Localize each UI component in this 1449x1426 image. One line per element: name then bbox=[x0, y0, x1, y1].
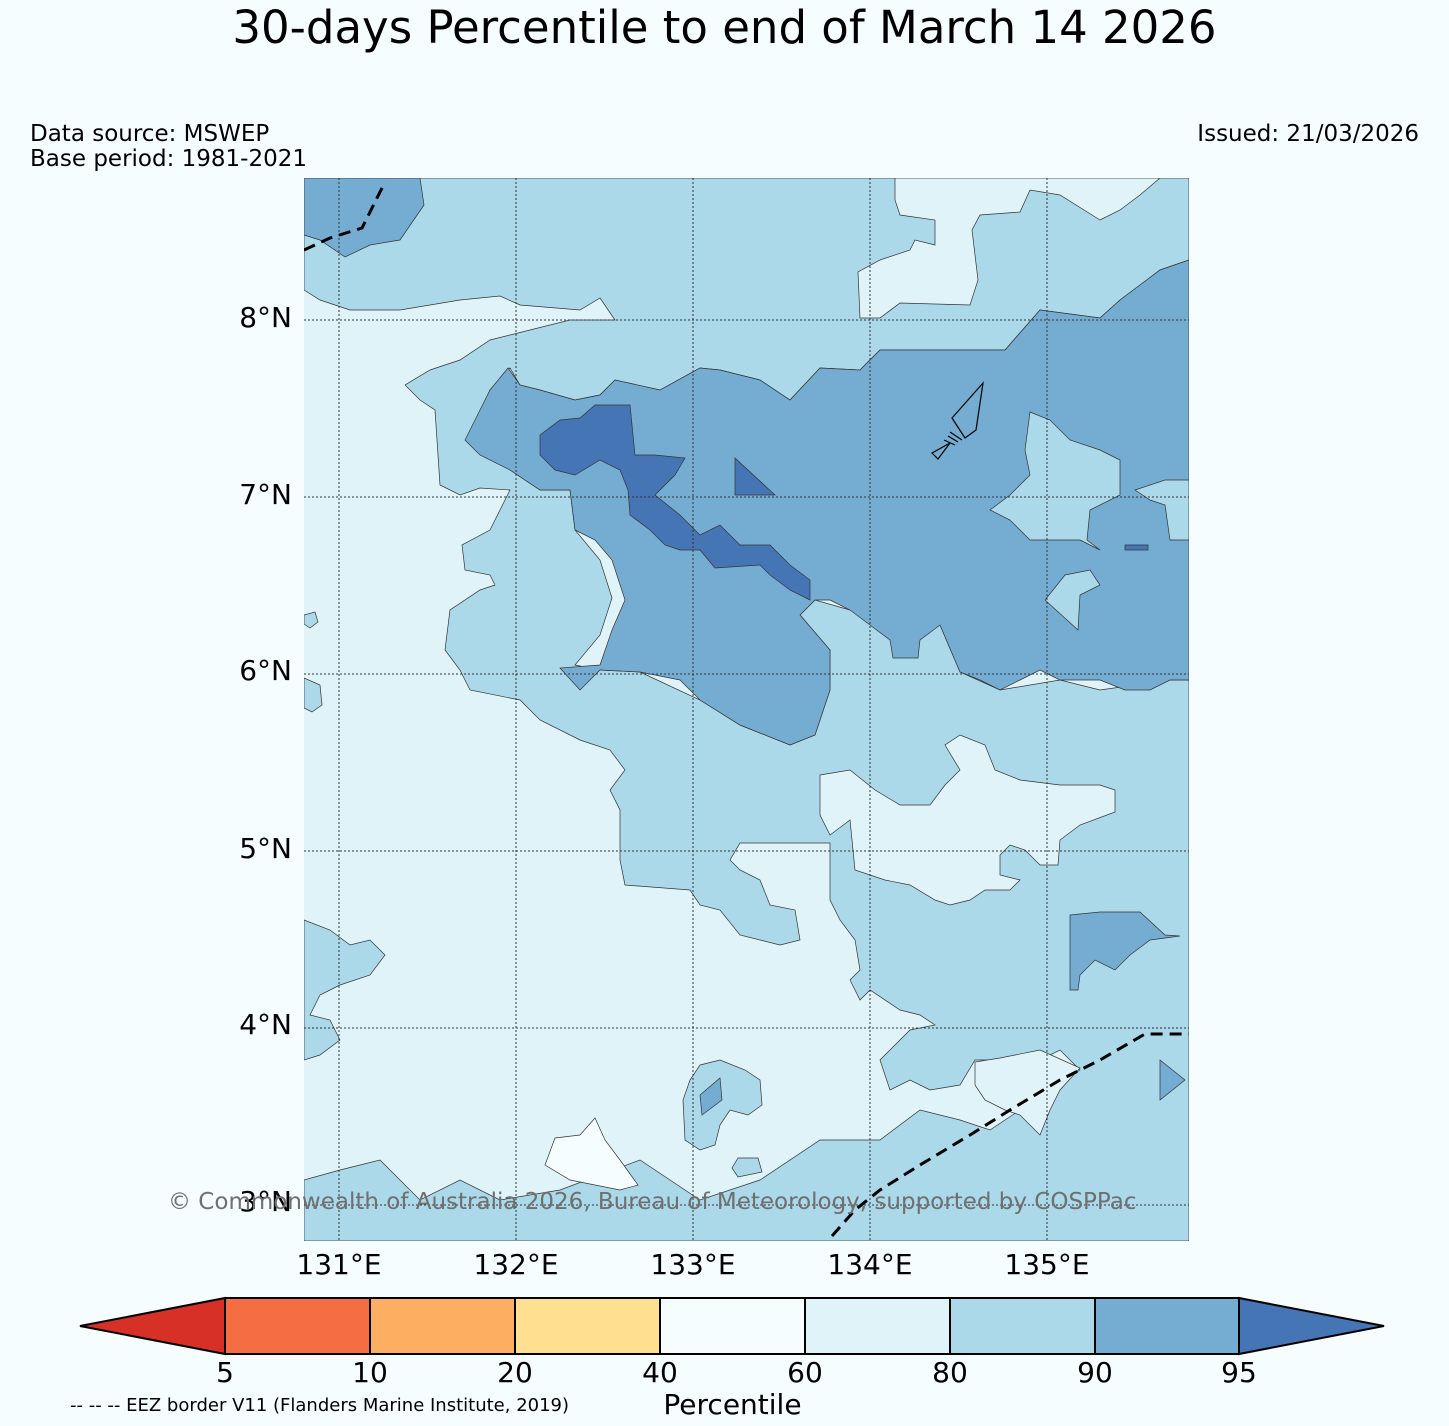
region-80-90-east-a bbox=[989, 411, 1121, 551]
region-80-90-west-c bbox=[304, 611, 319, 629]
colorbar-tick-5: 5 bbox=[216, 1356, 234, 1389]
colorbar bbox=[79, 1296, 1385, 1356]
region-60-80-southeast bbox=[974, 1049, 1081, 1136]
colorbar-bin-10-20 bbox=[369, 1297, 516, 1355]
region-90-95-southeast-b bbox=[1159, 1059, 1186, 1101]
region-60-80-south bbox=[819, 734, 1116, 906]
colorbar-tick-95: 95 bbox=[1221, 1356, 1257, 1389]
region-above-95-dash bbox=[1124, 544, 1149, 551]
colorbar-bin-90-95 bbox=[1094, 1297, 1240, 1355]
colorbar-tick-80: 80 bbox=[932, 1356, 968, 1389]
gridlines bbox=[304, 178, 1189, 1241]
colorbar-tick-20: 20 bbox=[497, 1356, 533, 1389]
colorbar-arrow-high bbox=[1238, 1296, 1385, 1356]
data-source-info: Data source: MSWEP Base period: 1981-202… bbox=[30, 122, 307, 172]
colorbar-bin-80-90 bbox=[949, 1297, 1096, 1355]
colorbar-tick-60: 60 bbox=[787, 1356, 823, 1389]
region-80-90-east-b bbox=[1134, 479, 1189, 541]
base-period-text: Base period: 1981-2021 bbox=[30, 146, 308, 172]
copyright-watermark: © Commonwealth of Australia 2026, Bureau… bbox=[168, 1189, 1137, 1215]
region-above-95-diagonal bbox=[539, 404, 811, 601]
colorbar-bin-20-40 bbox=[514, 1297, 661, 1355]
lon-label-131e: 131°E bbox=[296, 1248, 382, 1281]
colorbar-title: Percentile bbox=[663, 1388, 802, 1421]
lat-label-7n: 7°N bbox=[239, 478, 292, 511]
region-80-90-west-b bbox=[304, 677, 323, 713]
lon-label-134e: 134°E bbox=[827, 1248, 913, 1281]
region-80-90-south-islet bbox=[731, 1157, 763, 1178]
lat-label-8n: 8°N bbox=[239, 301, 292, 334]
lat-label-5n: 5°N bbox=[239, 832, 292, 865]
region-80-90-west bbox=[304, 919, 386, 1061]
map-area bbox=[304, 178, 1189, 1241]
lon-label-133e: 133°E bbox=[650, 1248, 736, 1281]
data-source-text: Data source: MSWEP bbox=[30, 121, 270, 147]
colorbar-tick-90: 90 bbox=[1077, 1356, 1113, 1389]
region-above-95-small bbox=[734, 457, 776, 496]
colorbar-arrow-low bbox=[79, 1296, 226, 1356]
page-title: 30-days Percentile to end of March 14 20… bbox=[232, 1, 1217, 54]
region-90-95-main bbox=[464, 259, 1189, 746]
colorbar-tick-40: 40 bbox=[642, 1356, 678, 1389]
colorbar-bin-5-10 bbox=[224, 1297, 371, 1355]
region-90-95-northwest bbox=[304, 178, 425, 258]
region-90-95-south-island bbox=[699, 1077, 723, 1116]
region-60-80-northeast bbox=[857, 178, 1161, 319]
lon-label-132e: 132°E bbox=[473, 1248, 559, 1281]
lat-label-3n: 3°N bbox=[239, 1185, 292, 1218]
region-80-90-east-c bbox=[1044, 569, 1101, 631]
lat-label-6n: 6°N bbox=[239, 654, 292, 687]
lat-label-4n: 4°N bbox=[239, 1008, 292, 1041]
island-outline bbox=[931, 381, 984, 460]
region-40-60-south bbox=[544, 1117, 639, 1191]
colorbar-bin-60-80 bbox=[804, 1297, 951, 1355]
colorbar-tick-10: 10 bbox=[352, 1356, 388, 1389]
region-80-90-south-island bbox=[682, 1059, 763, 1151]
lon-label-135e: 135°E bbox=[1004, 1248, 1090, 1281]
eez-border bbox=[304, 181, 1189, 1237]
region-90-95-southeast bbox=[1069, 911, 1181, 991]
eez-border-note: -- -- -- EEZ border V11 (Flanders Marine… bbox=[70, 1395, 570, 1416]
colorbar-bin-40-60 bbox=[659, 1297, 806, 1355]
issued-date: Issued: 21/03/2026 bbox=[1197, 121, 1419, 147]
